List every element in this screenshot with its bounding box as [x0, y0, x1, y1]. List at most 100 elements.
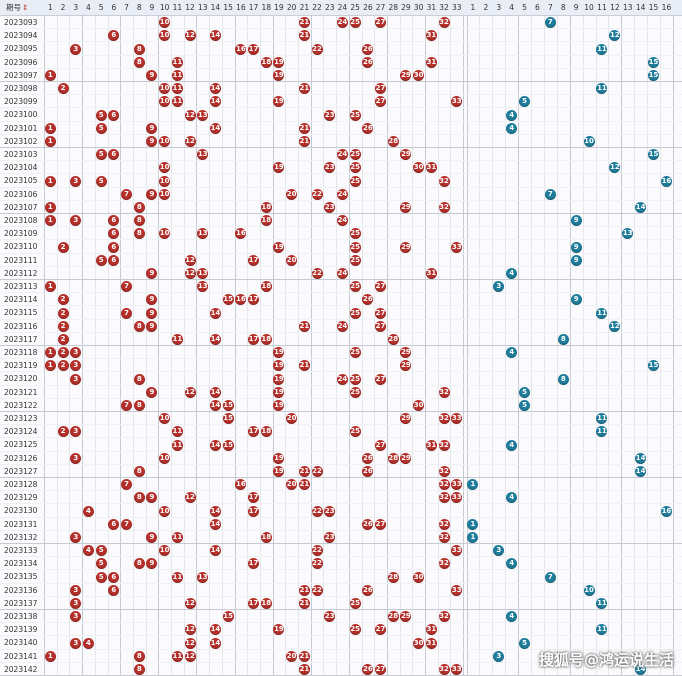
- issue-label: 2023118: [4, 348, 38, 357]
- red-ball: 15: [222, 413, 234, 425]
- grid-hline: [0, 305, 682, 307]
- red-ball: 28: [387, 452, 399, 464]
- red-ball: 8: [133, 650, 145, 662]
- red-ball: 25: [349, 386, 361, 398]
- red-ball: 15: [222, 294, 234, 306]
- red-ball: 13: [197, 149, 209, 161]
- red-ball: 21: [298, 597, 310, 609]
- red-ball: 26: [362, 294, 374, 306]
- red-col-header-3: 3: [73, 3, 79, 12]
- issue-label: 2023141: [4, 651, 38, 661]
- issue-label: 2023121: [4, 387, 38, 397]
- red-col-header-24: 24: [337, 3, 348, 12]
- red-col-header-9: 9: [149, 3, 155, 12]
- red-ball: 6: [108, 241, 120, 253]
- red-ball: 7: [121, 399, 133, 411]
- red-ball: 9: [146, 307, 158, 319]
- red-ball: 8: [133, 663, 145, 675]
- grid-hline: [0, 582, 682, 584]
- issue-label: 2023124: [4, 427, 38, 437]
- red-ball: 17: [248, 254, 260, 266]
- red-ball: 20: [286, 413, 298, 425]
- blue-ball: 11: [596, 413, 608, 425]
- red-ball: 14: [209, 518, 221, 530]
- issue-label: 2023130: [4, 506, 38, 516]
- grid-hline: [0, 635, 682, 637]
- red-ball: 17: [248, 597, 260, 609]
- red-ball: 28: [387, 333, 399, 345]
- issue-label: 2023109: [4, 229, 38, 239]
- issue-label: 2023140: [4, 638, 38, 648]
- red-ball: 26: [362, 56, 374, 68]
- red-ball: 26: [362, 663, 374, 675]
- red-ball: 21: [298, 122, 310, 134]
- red-ball: 8: [133, 56, 145, 68]
- grid-hline: [0, 107, 682, 109]
- blue-ball: 3: [493, 545, 505, 557]
- red-ball: 29: [400, 452, 412, 464]
- red-ball: 17: [248, 333, 260, 345]
- blue-ball: 8: [557, 373, 569, 385]
- grid-vline: [621, 16, 623, 676]
- red-ball: 31: [425, 267, 437, 279]
- red-col-header-22: 22: [312, 3, 322, 12]
- red-ball: 19: [273, 465, 285, 477]
- red-ball: 19: [273, 241, 285, 253]
- red-ball: 22: [311, 545, 323, 557]
- blue-ball: 11: [596, 597, 608, 609]
- red-ball: 33: [451, 413, 463, 425]
- issue-header[interactable]: 期号⇕: [2, 0, 46, 15]
- red-ball: 13: [197, 109, 209, 121]
- blue-ball: 4: [506, 347, 518, 359]
- red-col-header-13: 13: [197, 3, 208, 12]
- grid-vline: [323, 16, 325, 676]
- red-col-header-16: 16: [236, 3, 246, 12]
- red-ball: 27: [375, 83, 387, 95]
- grid-hline: [0, 94, 682, 96]
- red-ball: 11: [171, 333, 183, 345]
- grid-hline: [0, 133, 682, 135]
- red-ball: 33: [451, 241, 463, 253]
- red-col-header-12: 12: [185, 3, 195, 12]
- red-ball: 15: [222, 439, 234, 451]
- red-ball: 18: [260, 201, 272, 213]
- red-ball: 3: [70, 584, 82, 596]
- red-ball: 15: [222, 399, 234, 411]
- grid-vline: [569, 16, 571, 676]
- red-ball: 18: [260, 531, 272, 543]
- red-ball: 13: [197, 228, 209, 240]
- red-ball: 5: [95, 254, 107, 266]
- blue-ball: 14: [635, 663, 647, 675]
- grid-hline: [0, 371, 682, 373]
- grid-vline: [209, 16, 211, 676]
- red-ball: 19: [273, 69, 285, 81]
- blue-ball: 8: [557, 333, 569, 345]
- red-ball: 24: [336, 17, 348, 29]
- blue-col-header-12: 12: [610, 3, 620, 12]
- issue-label: 2023097: [4, 70, 38, 80]
- grid-hline: [0, 67, 682, 69]
- red-ball: 27: [375, 307, 387, 319]
- issue-label: 2023111: [4, 255, 38, 265]
- red-ball: 16: [235, 43, 247, 55]
- red-ball: 25: [349, 228, 361, 240]
- red-ball: 30: [413, 399, 425, 411]
- red-ball: 9: [146, 267, 158, 279]
- red-ball: 31: [425, 637, 437, 649]
- grid-vline: [463, 16, 465, 676]
- red-ball: 14: [209, 30, 221, 42]
- red-ball: 19: [273, 360, 285, 372]
- red-ball: 30: [413, 69, 425, 81]
- red-ball: 12: [184, 597, 196, 609]
- grid-vline: [107, 16, 109, 676]
- grid-vline: [647, 16, 649, 676]
- grid-hline: [0, 265, 682, 267]
- issue-label: 2023136: [4, 585, 38, 595]
- red-ball: 29: [400, 201, 412, 213]
- red-ball: 8: [133, 465, 145, 477]
- red-ball: 5: [95, 122, 107, 134]
- red-ball: 25: [349, 162, 361, 174]
- grid-vline: [285, 16, 287, 676]
- red-ball: 33: [451, 663, 463, 675]
- red-ball: 11: [171, 56, 183, 68]
